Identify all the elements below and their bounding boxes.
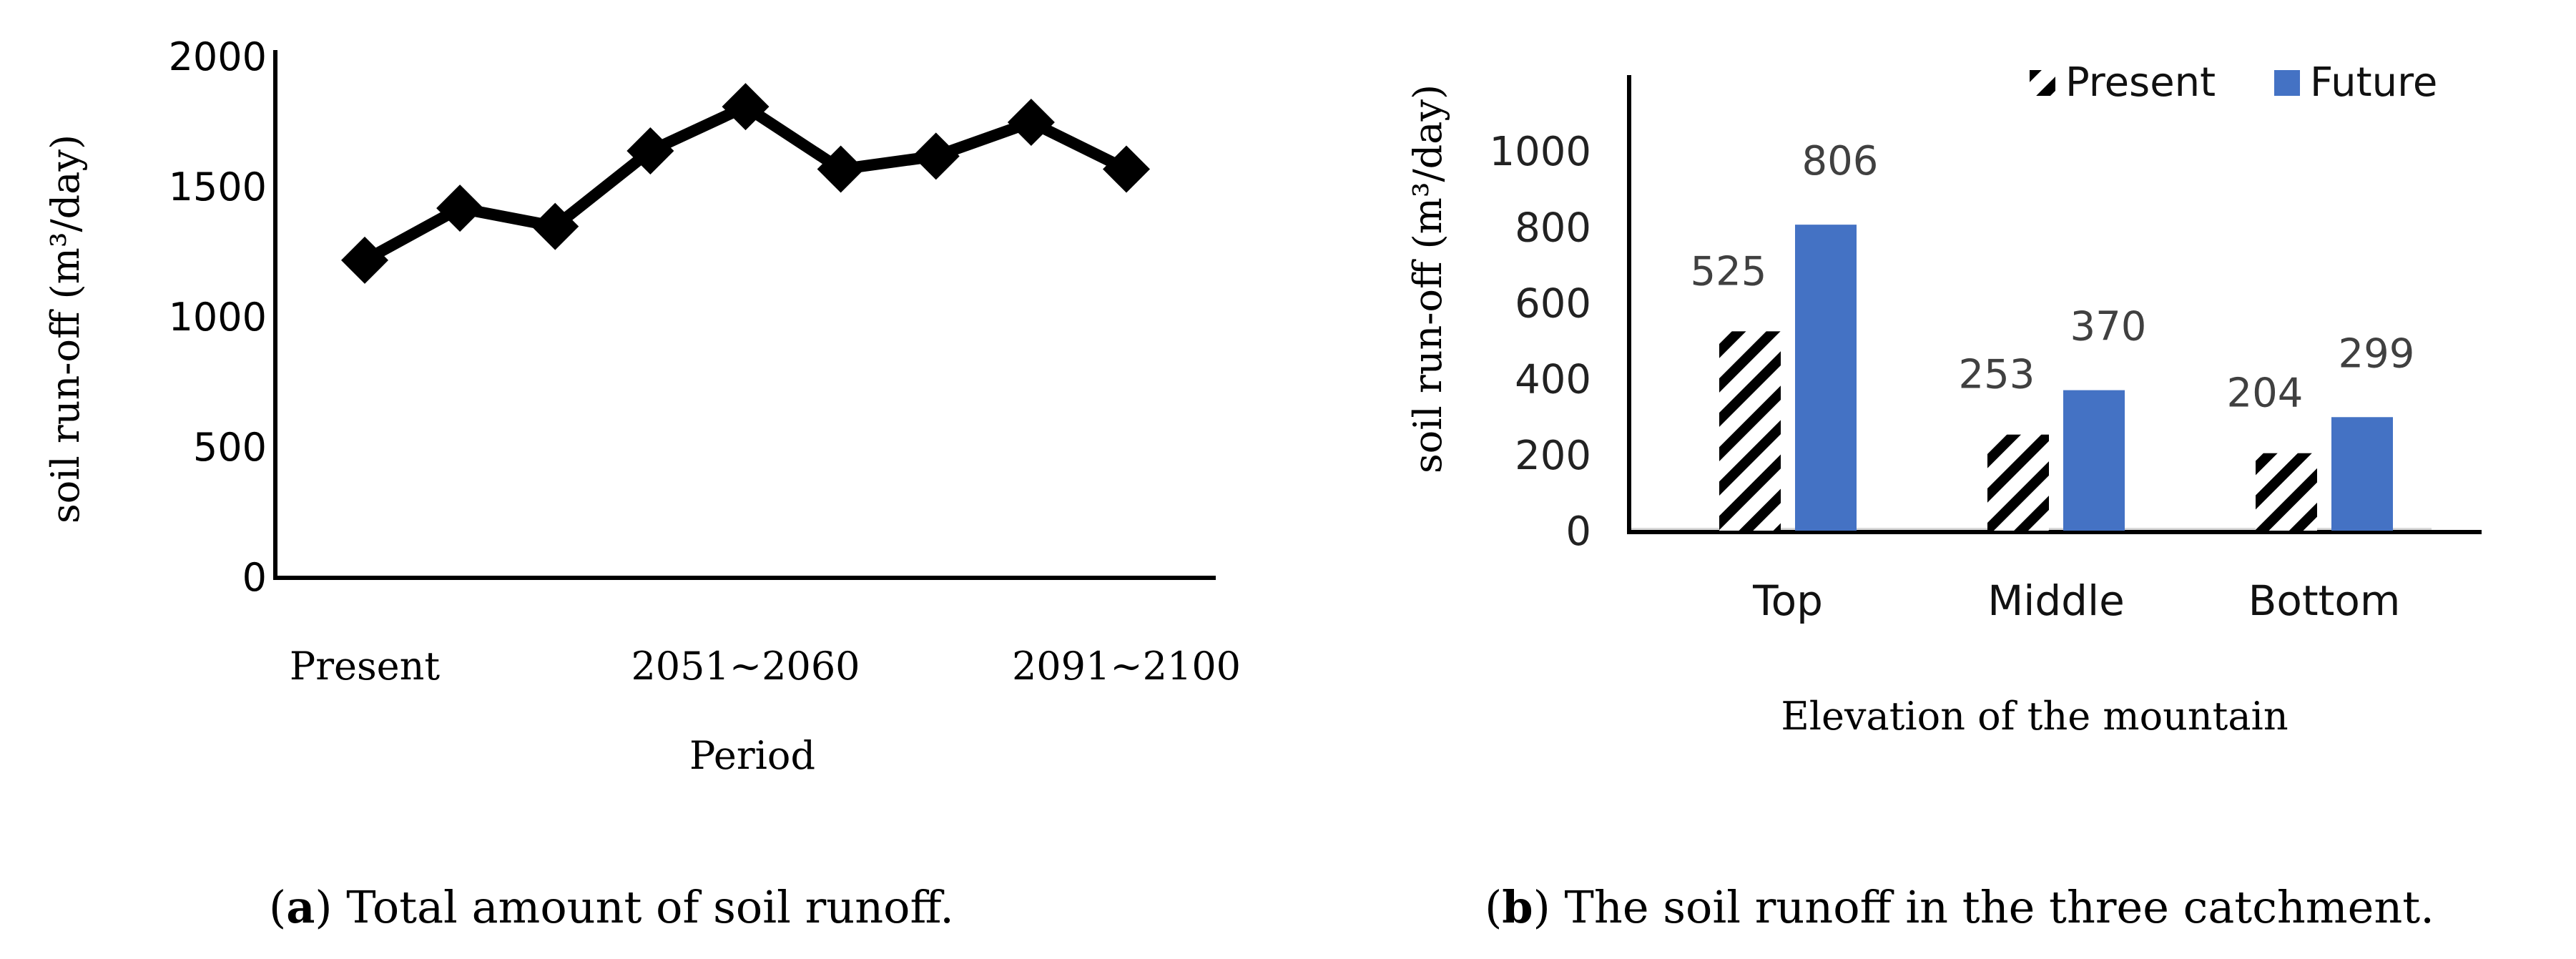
panel-b-bar-future: [2331, 417, 2393, 531]
panel-b-category-label: Bottom: [2248, 576, 2401, 625]
panel-b-legend-swatch-future: [2274, 70, 2300, 96]
panel-b-data-label: 299: [2339, 330, 2415, 377]
panel-a-data-point: [1007, 99, 1055, 146]
panel-b-bar-present: [1719, 331, 1781, 531]
panel-b-legend: Present Future: [2030, 59, 2437, 106]
panel-b-data-label: 253: [1959, 352, 2035, 398]
panel-b-category-labels: Top Middle Bottom: [1752, 576, 2400, 625]
panel-b-data-label: 806: [1802, 138, 1879, 185]
panel-a-caption: (a) Total amount of soil runoff.: [269, 881, 954, 933]
panel-a-x-tick-label: 2091~2100: [1012, 644, 1241, 689]
panel-b-data-label: 370: [2070, 304, 2147, 350]
panel-b-x-axis-label: Elevation of the mountain: [1781, 694, 2288, 739]
panel-a-data-point: [722, 83, 770, 131]
panel-a-y-tick-label: 0: [242, 555, 267, 600]
panel-b-data-label: 204: [2227, 370, 2304, 417]
panel-a-y-axis-label: soil run-off (m³/day): [43, 134, 88, 523]
panel-a-y-tick-label: 1500: [169, 164, 267, 210]
panel-a-data-point: [341, 236, 388, 284]
panel-b-y-tick-label: 600: [1515, 281, 1591, 328]
panel-b-legend-label: Present: [2065, 59, 2216, 106]
panel-b-bars: 525 806 253 370 204 299: [1691, 138, 2415, 531]
panel-b-category-label: Middle: [1987, 576, 2125, 625]
panel-a-y-tick-label: 1000: [169, 295, 267, 340]
panel-b-bar-present: [2256, 453, 2317, 531]
panel-a-series: [341, 83, 1150, 284]
panel-a-line-chart: 0 500 1000 1500 2000 Present 2051~2060 2091~21…: [43, 34, 1241, 933]
panel-b-bar-chart: 0 200 400 600 800 1000 525 806 253 370 204 299 Top…: [1405, 59, 2482, 933]
panel-b-legend-swatch-present: [2030, 70, 2055, 96]
panel-a-data-point: [436, 185, 484, 232]
panel-b-category-label: Top: [1752, 576, 1823, 625]
panel-b-y-axis-label: soil run-off (m³/day): [1405, 84, 1450, 473]
panel-b-y-tick-label: 200: [1515, 433, 1591, 479]
panel-b-bar-future: [2063, 390, 2125, 531]
panel-a-x-tick-label: 2051~2060: [631, 644, 860, 689]
panel-a-y-ticks: 0 500 1000 1500 2000: [169, 34, 267, 600]
panel-b-caption: (b) The soil runoff in the three catchme…: [1485, 881, 2434, 933]
panel-b-y-tick-label: 1000: [1489, 129, 1591, 175]
panel-a-data-point: [817, 145, 865, 193]
panel-b-y-ticks: 0 200 400 600 800 1000: [1489, 129, 1591, 555]
panel-a-y-tick-label: 2000: [169, 34, 267, 79]
panel-a-data-point: [531, 202, 579, 250]
panel-b-data-label: 525: [1691, 248, 1767, 295]
panel-a-x-axis-label: Period: [689, 733, 815, 778]
panel-b-y-tick-label: 800: [1515, 205, 1591, 251]
panel-a-data-point: [1103, 145, 1150, 193]
panel-b-y-tick-label: 0: [1565, 508, 1591, 555]
panel-a-axes: [273, 50, 1216, 580]
panel-b-legend-label: Future: [2310, 59, 2437, 106]
panel-a-data-point: [626, 127, 674, 175]
panel-b-bar-future: [1795, 225, 1857, 531]
panel-a-x-ticks: Present 2051~2060 2091~2100: [290, 644, 1241, 689]
panel-a-x-tick-label: Present: [290, 644, 441, 689]
panel-b-bar-present: [1987, 434, 2049, 531]
panel-a-data-point: [912, 132, 960, 180]
panel-b-y-tick-label: 400: [1515, 357, 1591, 403]
panel-a-y-tick-label: 500: [193, 425, 267, 470]
